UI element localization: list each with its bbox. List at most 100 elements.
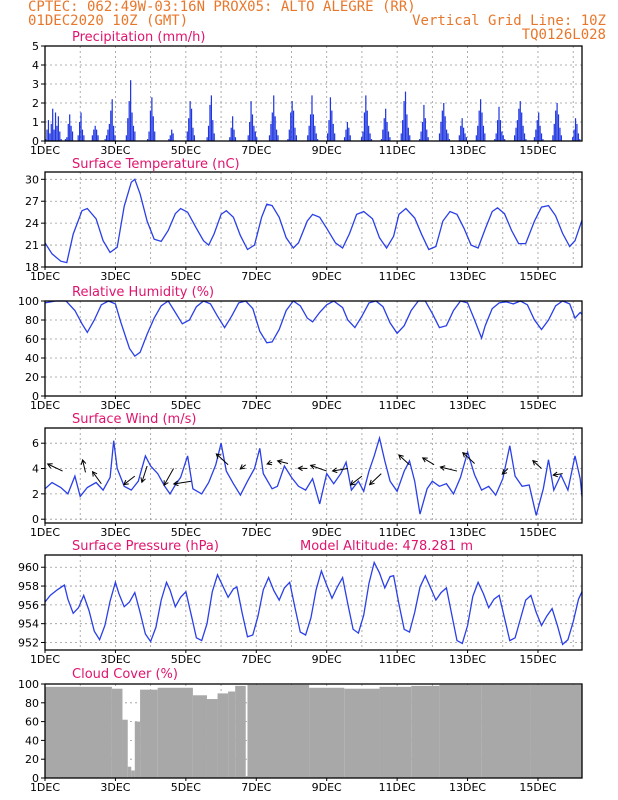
precip-bar [403,101,405,141]
precip-bar [294,127,296,141]
precip-bar [441,110,443,141]
precip-bar [110,110,112,141]
precip-bar [447,133,449,141]
precip-bar [274,116,276,141]
precip-bar [331,110,333,141]
precip-bar [54,112,57,141]
precip-bar [419,139,421,141]
precip-xtick-label: 5DEC [171,144,201,157]
precip-bar [134,131,136,141]
temp-series-line [44,178,583,264]
wind-arrow [297,465,308,472]
precip-bar [254,131,256,141]
precip-bar [234,137,237,141]
precip-xtick-label: 11DEC [379,144,416,157]
wind-arrow-shaft [123,475,136,486]
precip-bar [96,129,98,141]
header-grid-note: Vertical Grid Line: 10Z [412,13,606,29]
pressure-ytick-label: 954 [18,618,39,631]
rh-ytick-label: 0 [32,390,39,403]
precip-bar [186,131,188,141]
precip-bar [193,135,195,141]
wind-arrow-head [172,480,179,487]
cloud-bar [530,684,582,778]
precip-bar [97,135,99,141]
cloud-bar [157,687,193,778]
precip-bar [188,118,190,141]
precip-bar [495,133,497,141]
precip-bar [253,125,255,141]
cloud-bar [481,684,531,778]
precip-bar [250,101,252,141]
rh-xtick-label: 11DEC [379,399,416,412]
wind-arrow-shaft [532,460,542,469]
wind-arrow-head [309,464,316,470]
precip-bar [328,120,330,141]
precip-bar [105,135,108,141]
precip-bar [559,127,561,141]
precip-xtick-label: 1DEC [30,144,60,157]
precip-bar [251,114,254,141]
wind-arrow-head [80,458,87,465]
precip-bar [71,131,74,141]
precip-bar [383,118,385,141]
cloud-bar [309,687,345,778]
precip-bar [579,139,581,141]
temp-panel: Surface Temperature (nC) 18 21 24 27 30 1DEC 3D… [25,157,583,283]
cloud-bar [217,693,229,778]
wind-xtick-label: 3DEC [100,526,130,539]
precip-bar [50,123,52,141]
precip-bar [438,133,441,141]
precip-bar [494,139,496,141]
wind-xtick-label: 7DEC [241,526,271,539]
cloud-xtick-label: 13DEC [449,781,486,794]
rh-series-line [44,300,583,358]
precip-xtick-label: 7DEC [241,144,271,157]
precip-xtick-label: 13DEC [449,144,486,157]
precip-bar [49,133,51,141]
wind-arrow [172,480,192,487]
precip-bar [315,133,317,141]
wind-arrow-head [501,469,508,475]
precip-bar [273,95,275,141]
cloud-bar [344,688,380,778]
wind-arrow-shaft [501,468,509,475]
wind-arrow [215,453,229,466]
precip-bar [172,133,174,141]
precip-bar [409,135,411,141]
precip-bar [478,110,480,141]
precip-bar [557,114,560,141]
rh-xtick-label: 7DEC [241,399,271,412]
wind-arrow [163,468,174,487]
temp-xtick-label: 13DEC [449,270,486,283]
wind-xtick-label: 1DEC [30,526,60,539]
pressure-series-line [44,560,583,646]
wind-ytick-label: 0 [32,513,39,526]
wind-arrow [368,473,382,486]
wind-panel: Surface Wind (m/s) 0 2 4 6 1DEC 3DEC 5DEC 7DEC 9D… [30,412,583,539]
wind-arrow-shaft [82,459,86,473]
precip-bar [91,135,93,141]
precip-bar [47,120,50,141]
precip-bar [128,101,130,141]
precip-bar [249,122,251,141]
precip-bar [311,95,313,141]
precip-bar [522,125,524,141]
precip-bar [560,135,562,141]
wind-arrow [46,463,63,472]
precip-bar [499,120,502,141]
precip-bar [317,139,319,141]
precip-bar [104,139,106,141]
precip-bar [521,112,523,141]
rh-xtick-label: 3DEC [100,399,130,412]
precip-bar [556,103,558,141]
precip-bar [363,112,366,141]
precip-bar [329,97,332,141]
precip-bar [572,137,574,141]
rh-frame [44,300,583,397]
precip-bar [288,129,290,141]
temp-ytick-label: 30 [25,173,39,186]
precip-ytick-label: 3 [32,78,39,91]
wind-arrow-shaft [92,471,102,485]
precip-bar [525,139,527,141]
